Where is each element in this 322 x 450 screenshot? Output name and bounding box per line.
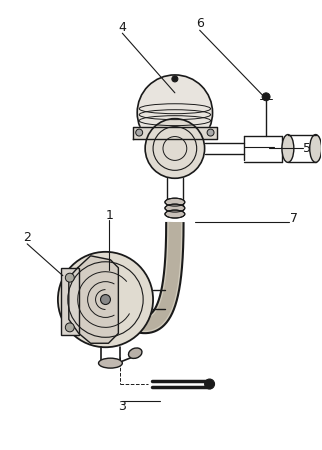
Text: 6: 6 (196, 17, 204, 30)
Circle shape (137, 75, 213, 150)
Ellipse shape (165, 210, 185, 218)
Circle shape (204, 379, 214, 389)
Ellipse shape (310, 135, 322, 162)
Circle shape (136, 129, 143, 136)
Circle shape (172, 76, 178, 82)
Text: 4: 4 (118, 21, 126, 34)
Ellipse shape (165, 204, 185, 212)
Ellipse shape (99, 358, 122, 368)
Circle shape (65, 323, 74, 332)
Circle shape (100, 295, 110, 305)
Circle shape (262, 93, 270, 101)
Text: 7: 7 (290, 212, 298, 225)
Ellipse shape (282, 135, 294, 162)
Text: 5: 5 (303, 142, 311, 155)
Polygon shape (133, 126, 216, 139)
Ellipse shape (165, 198, 185, 206)
Circle shape (145, 119, 204, 178)
Polygon shape (69, 256, 118, 343)
Text: 1: 1 (106, 208, 113, 221)
Circle shape (58, 252, 153, 347)
Text: 2: 2 (23, 231, 31, 244)
Ellipse shape (128, 348, 142, 359)
Circle shape (65, 273, 74, 282)
Circle shape (207, 129, 214, 136)
Bar (61, 268, 79, 335)
Text: 3: 3 (118, 400, 126, 414)
